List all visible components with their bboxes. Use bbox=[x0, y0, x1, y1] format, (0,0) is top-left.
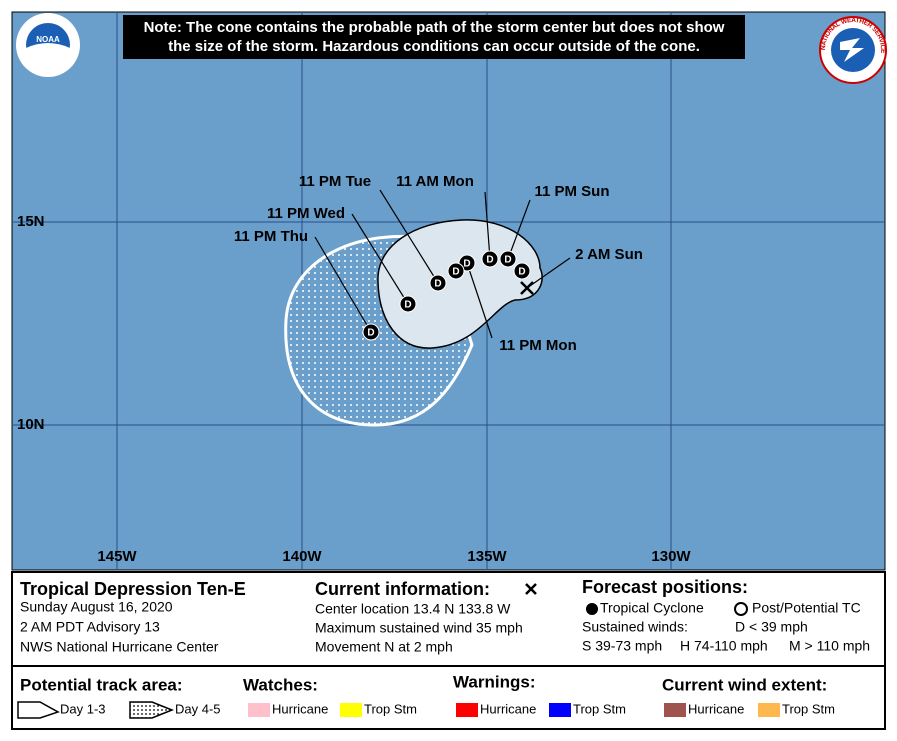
forecast-point bbox=[429, 274, 447, 292]
legend-text: Day 4-5 bbox=[175, 701, 221, 716]
day13-icon bbox=[17, 701, 60, 719]
forecast-point bbox=[481, 250, 499, 268]
note-box bbox=[123, 15, 745, 59]
point-symbol: D bbox=[463, 259, 470, 270]
point-label: 11 PM Thu bbox=[234, 228, 308, 245]
legend-heading: Watches: bbox=[243, 675, 318, 694]
legend-heading: Tropical Depression Ten-E bbox=[20, 579, 246, 599]
legend-text: NWS National Hurricane Center bbox=[20, 639, 219, 655]
leader-line bbox=[526, 257, 571, 289]
current-position bbox=[520, 281, 534, 295]
forecast-point bbox=[399, 295, 417, 313]
day45-icon bbox=[129, 701, 175, 719]
legend-text: D < 39 mph bbox=[735, 619, 808, 635]
logo-text: NOAA bbox=[36, 35, 60, 44]
leader-line bbox=[351, 213, 409, 305]
leader-line bbox=[507, 199, 531, 260]
legend-heading: Potential track area: bbox=[20, 675, 183, 694]
point-label: 11 PM Mon bbox=[499, 337, 577, 354]
point-symbol: D bbox=[452, 267, 459, 278]
legend-text: Trop Stm bbox=[573, 701, 626, 716]
post-icon bbox=[734, 602, 748, 616]
leader-line bbox=[466, 262, 493, 339]
lon-label: 130W bbox=[651, 548, 691, 565]
legend-heading: Current wind extent: bbox=[662, 675, 827, 694]
legend-text: Tropical Cyclone bbox=[600, 600, 704, 616]
legend-heading: Current information: bbox=[315, 579, 490, 599]
swatch bbox=[664, 703, 686, 717]
lat-label: 15N bbox=[17, 213, 45, 230]
forecast-point bbox=[362, 323, 380, 341]
lon-label: 145W bbox=[97, 548, 137, 565]
legend-text: Sustained winds: bbox=[582, 619, 688, 635]
legend-text: Hurricane bbox=[688, 701, 744, 716]
point-symbol: D bbox=[367, 328, 374, 339]
legend-heading: Warnings: bbox=[453, 672, 535, 691]
forecast-point bbox=[513, 262, 531, 280]
legend-text: Trop Stm bbox=[782, 701, 835, 716]
legend-text: Movement N at 2 mph bbox=[315, 639, 453, 655]
legend-heading: Forecast positions: bbox=[582, 577, 748, 597]
lon-label: 135W bbox=[467, 548, 507, 565]
swatch bbox=[758, 703, 780, 717]
point-label: 11 PM Tue bbox=[299, 173, 371, 190]
legend-text: Sunday August 16, 2020 bbox=[20, 599, 173, 615]
legend-text: 2 AM PDT Advisory 13 bbox=[20, 619, 160, 635]
legend-text: M > 110 mph bbox=[789, 638, 870, 654]
note-line: the size of the storm. Hazardous conditi… bbox=[168, 38, 700, 55]
lat-label: 10N bbox=[17, 416, 45, 433]
point-symbol: D bbox=[486, 255, 493, 266]
legend-text: Post/Potential TC bbox=[752, 600, 861, 616]
legend-text: Hurricane bbox=[272, 701, 328, 716]
point-symbol: D bbox=[518, 267, 525, 278]
point-label: 11 PM Wed bbox=[267, 205, 345, 222]
forecast-point bbox=[499, 250, 517, 268]
point-symbol: D bbox=[404, 300, 411, 311]
legend-text: Center location 13.4 N 133.8 W bbox=[315, 601, 511, 617]
legend-text: Day 1-3 bbox=[60, 701, 106, 716]
forecast-point bbox=[447, 262, 465, 280]
note-line: Note: The cone contains the probable pat… bbox=[144, 19, 725, 36]
point-label: 11 AM Mon bbox=[396, 173, 474, 190]
leader-line bbox=[484, 191, 491, 260]
swatch bbox=[248, 703, 270, 717]
leader-line bbox=[379, 189, 439, 284]
nws-logo: NATIONAL WEATHER SERVICE bbox=[819, 16, 887, 84]
swatch bbox=[340, 703, 362, 717]
leader-line bbox=[314, 236, 372, 333]
legend-text: H 74-110 mph bbox=[680, 638, 768, 654]
point-symbol: D bbox=[434, 279, 441, 290]
legend-text: S 39-73 mph bbox=[582, 638, 662, 654]
lon-label: 140W bbox=[282, 548, 322, 565]
point-symbol: D bbox=[504, 255, 511, 266]
legend-text: Trop Stm bbox=[364, 701, 417, 716]
point-label: 11 PM Sun bbox=[534, 183, 609, 200]
legend-panel bbox=[11, 571, 886, 730]
current-label: 2 AM Sun bbox=[575, 246, 643, 263]
legend-text: Hurricane bbox=[480, 701, 536, 716]
current-icon bbox=[525, 583, 537, 595]
legend-text: Maximum sustained wind 35 mph bbox=[315, 620, 523, 636]
tc-icon bbox=[586, 603, 598, 615]
swatch bbox=[456, 703, 478, 717]
swatch bbox=[549, 703, 571, 717]
noaa-logo: NOAA bbox=[16, 13, 80, 77]
